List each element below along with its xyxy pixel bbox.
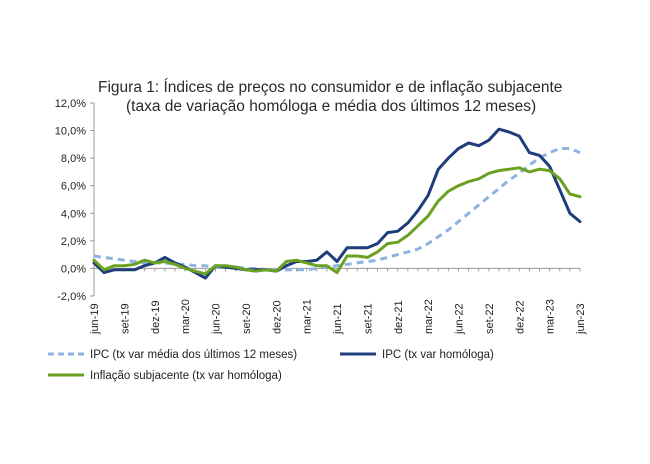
x-tick-label: mar-23 <box>545 299 557 334</box>
x-tick-label: dez-21 <box>393 300 405 334</box>
chart-title: Figura 1: Índices de preços no consumido… <box>98 79 562 96</box>
x-tick-label: jun-22 <box>454 303 466 335</box>
x-tick-label: mar-21 <box>302 299 314 334</box>
y-tick-label: 10,0% <box>55 126 86 138</box>
plot-area: 12,0% 10,0% 8,0% 6,0% 4,0% 2,0% 0,0% -2,0%jun-1… <box>55 98 587 335</box>
y-tick-label: 4,0% <box>61 208 86 220</box>
x-tick-label: set-22 <box>484 303 496 334</box>
x-tick-label: jun-19 <box>89 303 101 335</box>
y-tick-label: 8,0% <box>61 153 86 165</box>
y-tick-label: 6,0% <box>61 181 86 193</box>
legend-label-inflacao-subjacente: Inflação subjacente (tx var homóloga) <box>90 370 282 382</box>
y-tick-label: -2,0% <box>57 291 86 303</box>
series-line-ipc-media <box>93 147 581 272</box>
legend-label-ipc-media: IPC (tx var média dos últimos 12 meses) <box>90 349 297 361</box>
x-tick-label: set-20 <box>241 303 253 334</box>
legend-label-ipc-homologa: IPC (tx var homóloga) <box>382 349 494 361</box>
legend: IPC (tx var média dos últimos 12 meses) … <box>48 349 494 382</box>
x-tick-label: jun-21 <box>332 303 344 335</box>
series-line-inflacao-subjacente <box>92 166 582 276</box>
x-tick-label: set-21 <box>362 303 374 334</box>
y-tick-label: 12,0% <box>55 98 86 110</box>
series-line-ipc-homologa <box>92 127 582 280</box>
x-tick-label: mar-22 <box>423 299 435 334</box>
y-tick-label: 0,0% <box>61 263 86 275</box>
x-tick-label: set-19 <box>119 303 131 334</box>
x-tick-label: mar-20 <box>180 299 192 334</box>
chart-subtitle: (taxa de variação homóloga e média dos ú… <box>126 98 536 115</box>
y-tick-label: 2,0% <box>61 236 86 248</box>
x-tick-label: dez-20 <box>271 300 283 334</box>
x-tick-label: jun-23 <box>575 303 587 335</box>
x-tick-label: dez-22 <box>514 300 526 334</box>
x-tick-label: jun-20 <box>211 303 223 335</box>
x-tick-label: dez-19 <box>150 300 162 334</box>
